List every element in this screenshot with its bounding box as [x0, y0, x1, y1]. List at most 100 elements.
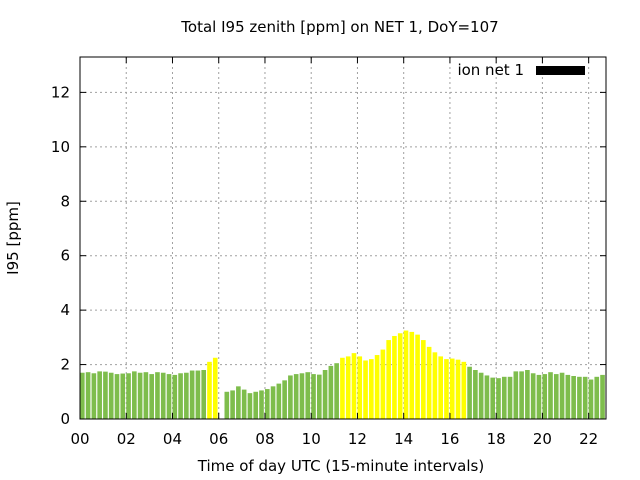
y-axis: 0 2 4 6 8 10 12 — [51, 83, 606, 428]
bar — [155, 372, 160, 419]
legend-swatch — [536, 66, 585, 75]
bar — [316, 374, 322, 419]
bar — [264, 389, 270, 419]
bar — [519, 371, 524, 419]
bar — [455, 359, 461, 419]
x-tick-label: 00 — [70, 430, 89, 448]
bar — [501, 376, 507, 419]
bar — [270, 386, 276, 419]
bar — [432, 352, 438, 419]
bar — [114, 374, 120, 419]
bar — [149, 374, 154, 419]
bar — [548, 372, 553, 419]
bar — [565, 374, 571, 419]
bar — [259, 390, 264, 419]
chart-title: Total I95 zenith [ppm] on NET 1, DoY=107 — [180, 18, 498, 36]
x-tick-label: 04 — [163, 430, 182, 448]
bar — [594, 376, 600, 419]
bar — [195, 370, 201, 419]
x-axis-label: Time of day UTC (15-minute intervals) — [197, 457, 484, 475]
bar — [212, 357, 218, 419]
x-tick-label: 02 — [117, 430, 136, 448]
bar — [571, 375, 576, 419]
x-tick-label: 08 — [255, 430, 274, 448]
bar — [143, 372, 149, 419]
bar — [600, 374, 605, 419]
bar — [380, 349, 386, 419]
bar — [305, 372, 311, 419]
bar — [421, 340, 426, 419]
bar — [530, 373, 536, 419]
bar — [328, 365, 334, 419]
bar — [247, 393, 253, 419]
bar — [536, 374, 542, 419]
bar — [542, 374, 548, 419]
bar — [108, 372, 114, 419]
bar — [80, 372, 85, 419]
x-tick-label: 22 — [579, 430, 598, 448]
bar — [126, 373, 131, 419]
bar — [103, 371, 108, 419]
bar — [311, 374, 316, 419]
bar — [461, 361, 467, 419]
bar — [357, 356, 363, 419]
bar — [178, 373, 183, 419]
bar — [392, 335, 397, 419]
bar — [253, 391, 259, 419]
bar — [553, 374, 559, 419]
bar — [207, 361, 212, 419]
bar — [374, 355, 380, 419]
bar — [484, 375, 490, 419]
bar — [467, 366, 472, 419]
bar — [172, 374, 178, 419]
bar — [559, 372, 565, 419]
x-tick-label: 16 — [440, 430, 459, 448]
bar — [166, 374, 172, 419]
bar — [473, 370, 478, 419]
bar — [236, 386, 241, 419]
bar — [184, 372, 189, 419]
bar — [577, 376, 582, 419]
bar — [241, 389, 247, 419]
plot-frame — [79, 56, 607, 420]
bar — [293, 374, 299, 419]
bar — [444, 359, 449, 419]
bar — [340, 357, 345, 419]
x-tick-label: 06 — [209, 430, 228, 448]
bar — [582, 376, 588, 419]
bar — [426, 346, 432, 419]
bar — [334, 363, 339, 419]
bar — [478, 372, 484, 419]
bar — [369, 359, 374, 419]
bar — [282, 380, 287, 419]
bar — [189, 370, 195, 419]
y-tick-label: 4 — [60, 301, 70, 319]
y-tick-label: 0 — [60, 410, 70, 428]
bar — [322, 370, 328, 419]
bar — [397, 333, 403, 419]
bar — [85, 372, 91, 419]
x-tick-label: 20 — [533, 430, 552, 448]
y-tick-label: 8 — [60, 192, 70, 210]
bar — [351, 353, 357, 419]
x-tick-label: 12 — [348, 430, 367, 448]
bar — [490, 377, 496, 419]
y-tick-label: 10 — [51, 138, 70, 156]
bar — [403, 330, 409, 419]
bar — [132, 371, 137, 419]
x-tick-label: 14 — [394, 430, 413, 448]
bar — [386, 340, 391, 419]
bar — [345, 356, 351, 419]
bar — [137, 372, 143, 419]
bar — [276, 383, 282, 419]
x-axis: 00 02 04 06 08 10 12 14 16 18 20 22 — [70, 57, 598, 448]
bar — [409, 331, 415, 419]
bar — [513, 371, 519, 419]
bar — [201, 370, 207, 419]
y-tick-label: 12 — [51, 83, 70, 101]
bar — [449, 358, 455, 419]
bar — [415, 334, 420, 419]
bar — [588, 379, 594, 419]
bar — [230, 390, 235, 419]
